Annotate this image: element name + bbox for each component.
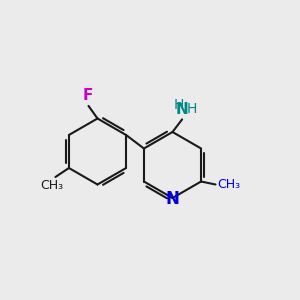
Text: CH₃: CH₃ (217, 178, 240, 191)
Text: N: N (166, 190, 179, 208)
Text: H: H (187, 102, 197, 116)
Text: H: H (174, 98, 184, 112)
Text: CH₃: CH₃ (40, 179, 63, 192)
Text: F: F (83, 88, 93, 103)
Text: N: N (176, 102, 188, 117)
